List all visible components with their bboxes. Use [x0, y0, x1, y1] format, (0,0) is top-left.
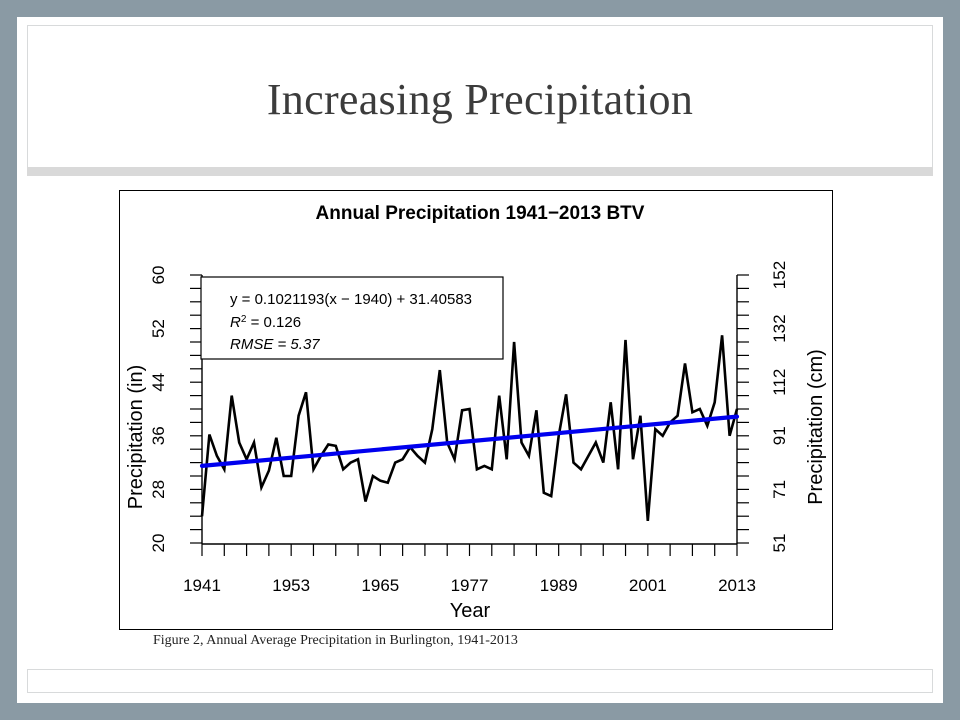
- legend-equation: y = 0.1021193(x − 1940) + 31.40583: [230, 291, 472, 308]
- y2-tick-label: 91: [770, 426, 789, 445]
- y2-tick-label: 51: [770, 534, 789, 553]
- y-tick-label: 44: [149, 373, 168, 392]
- y-tick-label: 60: [149, 266, 168, 285]
- slide-title: Increasing Precipitation: [266, 75, 694, 124]
- slide: Increasing Precipitation Annual Precipit…: [17, 17, 943, 703]
- legend-box: [200, 276, 504, 360]
- x-tick-label: 1977: [451, 576, 489, 595]
- legend-r2-value: = 0.126: [246, 314, 301, 331]
- chart-title: Annual Precipitation 1941−2013 BTV: [316, 203, 645, 224]
- footer-frame: [27, 669, 933, 693]
- chart-figure: Annual Precipitation 1941−2013 BTV 20 28 3…: [119, 190, 833, 630]
- x-tick-label: 1965: [361, 576, 399, 595]
- y-tick-label: 52: [149, 319, 168, 338]
- chart-legend: y = 0.1021193(x − 1940) + 31.40583 R2 = …: [200, 276, 504, 360]
- y2-tick-label: 71: [770, 480, 789, 499]
- precipitation-chart: Annual Precipitation 1941−2013 BTV 20 28 3…: [125, 203, 827, 622]
- y2-tick-label: 112: [770, 369, 789, 396]
- figure-caption: Figure 2, Annual Average Precipitation i…: [153, 633, 518, 648]
- x-tick-label: 1989: [540, 576, 578, 595]
- title-divider: [27, 167, 933, 176]
- legend-r2-label: R: [230, 314, 241, 331]
- y-tick-label: 36: [149, 426, 168, 445]
- x-tick-label: 2013: [718, 576, 756, 595]
- y2-axis-label: Precipitation (cm): [805, 349, 827, 505]
- y-axis-label: Precipitation (in): [125, 365, 147, 510]
- y-tick-label: 28: [149, 480, 168, 499]
- chart-axes: 20 28 36 44 52 60 51 71 91 112 132 152 1941 1953 1965 1…: [149, 261, 789, 595]
- x-tick-label: 1941: [183, 576, 221, 595]
- trend-line: [199, 414, 740, 468]
- x-tick-label: 2001: [629, 576, 667, 595]
- precipitation-series-line: [200, 335, 739, 522]
- x-tick-label: 1953: [272, 576, 310, 595]
- y2-tick-label: 152: [770, 261, 789, 289]
- legend-rmse: RMSE = 5.37: [230, 336, 320, 353]
- y-tick-label: 20: [149, 534, 168, 553]
- legend-r2: R2 = 0.126: [230, 314, 301, 332]
- y2-tick-label: 132: [770, 314, 789, 342]
- legend-r2-sup: 2: [241, 314, 247, 325]
- x-axis-label: Year: [450, 600, 491, 622]
- title-area: Increasing Precipitation: [27, 25, 933, 175]
- chart-lines: [199, 335, 740, 522]
